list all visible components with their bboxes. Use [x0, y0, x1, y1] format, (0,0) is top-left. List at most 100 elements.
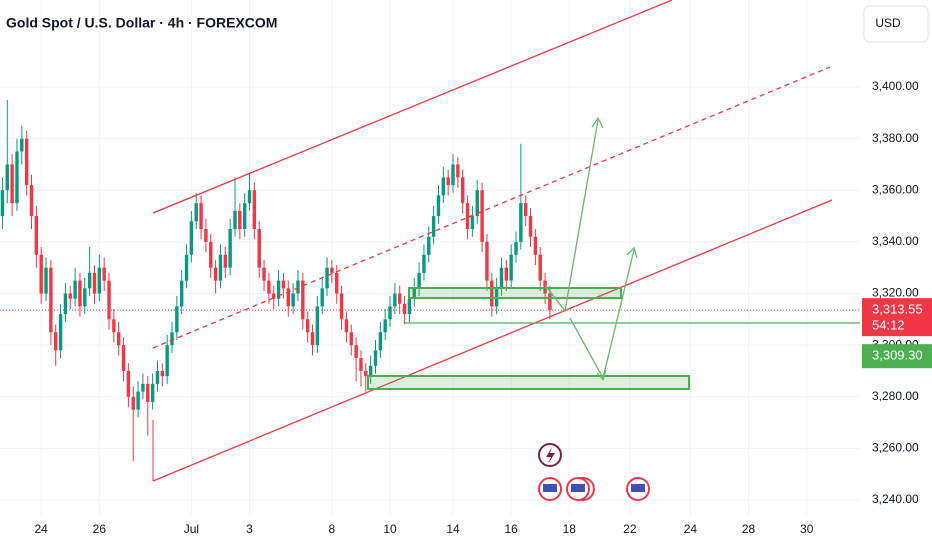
arrow-head	[626, 246, 638, 259]
candle-body	[121, 345, 126, 371]
overlay: 3,240.003,260.003,280.003,300.003,320.00…	[35, 79, 932, 536]
candle-body	[485, 241, 489, 281]
candle-body	[238, 210, 242, 229]
candle-body	[54, 332, 58, 351]
candle-body	[368, 365, 373, 377]
candle-body	[412, 288, 416, 299]
candle-body	[417, 272, 421, 289]
candle-body	[63, 293, 68, 315]
x-tick-label: 28	[742, 522, 756, 536]
candle-body	[209, 241, 213, 268]
candle-body	[378, 332, 383, 351]
candle-body	[20, 138, 24, 152]
candle-body	[354, 345, 358, 359]
candle-body	[44, 267, 48, 294]
candle-body	[519, 203, 523, 242]
y-tick-label: 3,240.00	[872, 492, 919, 506]
candle-body	[78, 280, 82, 307]
candle-body	[427, 236, 431, 255]
candle-body	[218, 254, 223, 281]
candle-body	[499, 267, 504, 289]
zone-upper	[408, 287, 622, 299]
candle-body	[436, 195, 441, 217]
candle-body	[320, 288, 324, 307]
candle-body	[242, 203, 247, 229]
candle-body	[296, 280, 300, 294]
candle-body	[504, 267, 509, 281]
channel-bottom	[152, 199, 833, 482]
candle-body	[349, 332, 353, 346]
candle-body	[10, 164, 14, 204]
candle-body	[228, 228, 232, 268]
candle-body	[34, 216, 39, 255]
candle-body	[291, 293, 295, 307]
candle-body	[422, 254, 426, 273]
y-tick-label: 3,360.00	[872, 182, 919, 196]
candle-body	[68, 293, 72, 299]
candle-body	[441, 177, 446, 196]
candle-body	[402, 303, 407, 315]
flag-graphic	[571, 484, 585, 492]
x-tick-label: 10	[383, 522, 397, 536]
candle-body	[102, 267, 106, 281]
x-tick-label: Jul	[184, 522, 199, 536]
candle-body	[514, 241, 518, 255]
candle-body	[150, 383, 155, 402]
x-tick-label: 24	[684, 522, 698, 536]
candle-body	[112, 319, 116, 333]
y-tick-label: 3,280.00	[872, 389, 919, 403]
lightning	[546, 447, 555, 464]
candle-body	[509, 254, 513, 281]
price-marker	[862, 298, 932, 337]
candle-body	[252, 190, 257, 229]
candle-body	[330, 267, 334, 273]
price-marker-label: 3,313.55	[872, 302, 923, 317]
channel-top	[152, 0, 673, 214]
candle-body	[407, 298, 412, 315]
candle-body	[548, 293, 552, 311]
candle-body	[92, 272, 97, 294]
candle-body	[175, 306, 179, 333]
candle-body	[538, 254, 542, 281]
flag-graphic	[631, 484, 645, 492]
y-tick-label: 3,260.00	[872, 441, 919, 455]
y-tick-label: 3,400.00	[872, 79, 919, 93]
candle-body	[490, 280, 494, 307]
currency-button[interactable]	[863, 5, 929, 43]
y-tick-label: 3,320.00	[872, 286, 919, 300]
candle-body	[146, 383, 150, 402]
candle-body	[141, 383, 145, 392]
candle-body	[373, 350, 378, 366]
candle-body	[533, 236, 538, 255]
candle-body	[431, 216, 436, 237]
currency: USD	[875, 16, 901, 30]
x-tick-label: 24	[35, 522, 49, 536]
events	[538, 443, 650, 501]
x-tick-label: 30	[800, 522, 814, 536]
candle-body	[160, 370, 165, 377]
candle-body	[107, 280, 111, 320]
drawings	[152, 0, 860, 482]
candle-body	[83, 288, 87, 307]
x-tick-label: 26	[93, 522, 107, 536]
candle-body	[213, 267, 218, 281]
price-marker	[862, 344, 932, 369]
candle-body	[179, 280, 184, 307]
candle-body	[267, 280, 271, 294]
candle-body	[126, 370, 131, 397]
chart-title: Gold Spot / U.S. Dollar · 4h · FOREXCOM	[6, 15, 277, 31]
candle-body	[451, 164, 455, 186]
candle-body	[87, 272, 92, 289]
candle-body	[364, 370, 368, 377]
time-axis	[0, 515, 860, 550]
x-tick-label: 14	[446, 522, 460, 536]
y-tick-label: 3,380.00	[872, 131, 919, 145]
candle-body	[461, 177, 465, 204]
candle-body	[286, 288, 290, 307]
candle-body	[247, 190, 252, 204]
candle-body	[388, 306, 392, 320]
candle-body	[233, 210, 237, 229]
candle-body	[29, 185, 34, 217]
